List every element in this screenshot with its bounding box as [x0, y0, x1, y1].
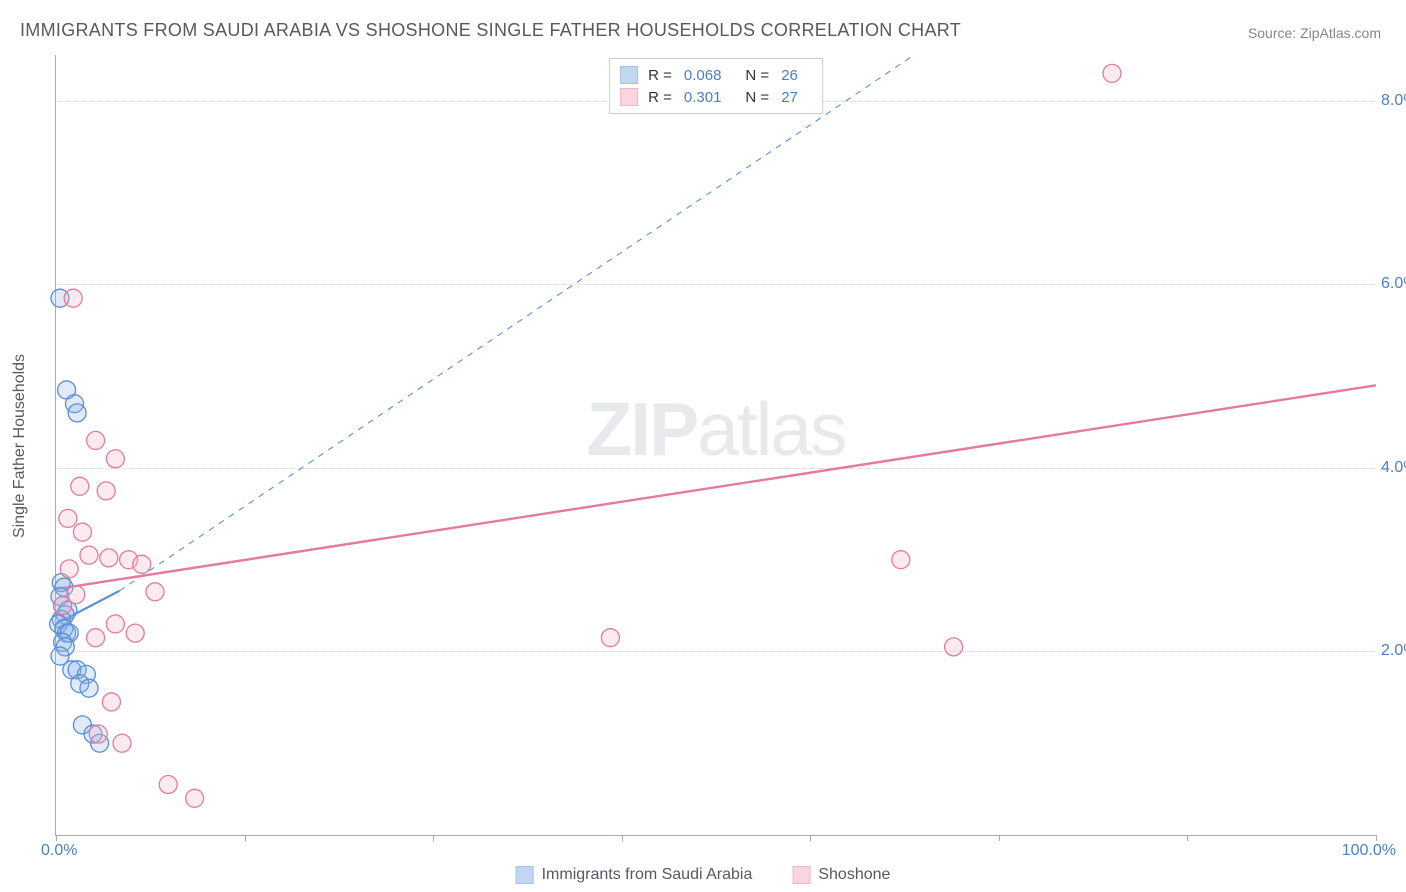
legend-swatch [620, 88, 638, 106]
data-point [73, 523, 91, 541]
legend-swatch [792, 866, 810, 884]
legend-item: Immigrants from Saudi Arabia [516, 866, 753, 884]
r-value: 0.301 [682, 89, 736, 106]
x-tick [245, 835, 246, 841]
y-tick-label: 4.0% [1381, 459, 1406, 477]
y-axis-label: Single Father Households [11, 354, 29, 538]
y-tick-label: 8.0% [1381, 92, 1406, 110]
chart-title: IMMIGRANTS FROM SAUDI ARABIA VS SHOSHONE… [20, 20, 961, 41]
data-point [126, 624, 144, 642]
data-point [54, 597, 72, 615]
legend-item: Shoshone [792, 866, 890, 884]
data-point [945, 638, 963, 656]
data-point [113, 734, 131, 752]
stats-legend-row: R = 0.068 N = 26 [620, 64, 812, 86]
data-point [97, 482, 115, 500]
data-point [59, 509, 77, 527]
plot-area: ZIPatlas R =0.068N =26R =0.301N =27 0.0%… [55, 55, 1376, 836]
data-point [100, 549, 118, 567]
legend-swatch [620, 66, 638, 84]
legend-swatch [516, 866, 534, 884]
x-tick-first: 0.0% [41, 842, 77, 860]
data-point [106, 450, 124, 468]
data-point [601, 629, 619, 647]
data-point [106, 615, 124, 633]
data-point [80, 679, 98, 697]
stats-legend-row: R = 0.301 N = 27 [620, 86, 812, 108]
x-tick [433, 835, 434, 841]
data-point [186, 789, 204, 807]
trend-line [56, 385, 1376, 589]
data-point [146, 583, 164, 601]
y-tick-label: 6.0% [1381, 275, 1406, 293]
x-tick [1187, 835, 1188, 841]
data-point [64, 289, 82, 307]
n-label: N = [745, 67, 769, 84]
data-point [87, 629, 105, 647]
data-point [68, 404, 86, 422]
data-point [71, 477, 89, 495]
x-tick [56, 835, 57, 841]
r-label: R = [648, 67, 672, 84]
data-point [159, 776, 177, 794]
x-tick [999, 835, 1000, 841]
n-value: 26 [779, 67, 812, 84]
legend-label: Immigrants from Saudi Arabia [542, 866, 753, 884]
y-tick-label: 2.0% [1381, 642, 1406, 660]
series-legend: Immigrants from Saudi Arabia Shoshone [516, 866, 891, 884]
data-point [80, 546, 98, 564]
source-attribution: Source: ZipAtlas.com [1248, 25, 1381, 41]
n-value: 27 [779, 89, 812, 106]
plot-svg [56, 55, 1376, 835]
data-point [133, 555, 151, 573]
x-tick [1376, 835, 1377, 841]
x-tick-last: 100.0% [1342, 842, 1396, 860]
stats-legend: R = 0.068 N = 26 R = 0.301 N = 27 [609, 58, 823, 114]
n-label: N = [745, 89, 769, 106]
data-point [102, 693, 120, 711]
r-label: R = [648, 89, 672, 106]
x-tick [810, 835, 811, 841]
chart-container: IMMIGRANTS FROM SAUDI ARABIA VS SHOSHONE… [0, 0, 1406, 892]
r-value: 0.068 [682, 67, 736, 84]
data-point [87, 431, 105, 449]
data-point [1103, 64, 1121, 82]
data-point [60, 560, 78, 578]
x-tick [622, 835, 623, 841]
data-point [892, 551, 910, 569]
data-point [89, 725, 107, 743]
trend-line-extended [119, 55, 914, 591]
legend-label: Shoshone [818, 866, 890, 884]
